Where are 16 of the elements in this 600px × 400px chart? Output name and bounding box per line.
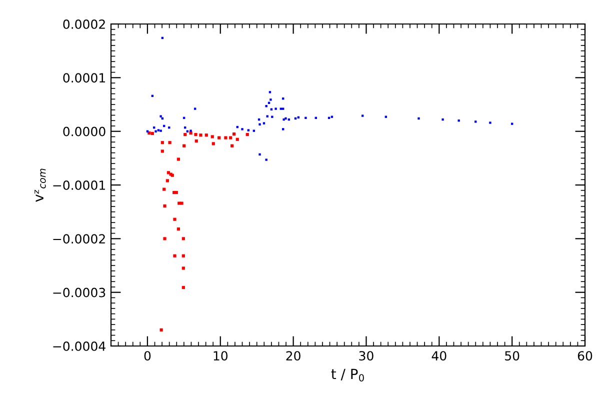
y-tick-label: −0.0003 — [53, 288, 106, 298]
x-tick-label: 50 — [505, 351, 520, 361]
y-tick-label: −0.0004 — [53, 341, 106, 351]
x-tick-label: 0 — [144, 351, 151, 361]
x-tick-label: 60 — [578, 351, 592, 361]
x-tick-label: 10 — [214, 351, 228, 361]
x-axis-title: t / P$_{0}$ — [331, 368, 364, 382]
y-tick-label: 0.0001 — [63, 73, 105, 83]
x-tick-label: 20 — [286, 351, 300, 361]
y-tick-label: −0.0002 — [53, 234, 105, 244]
y-axis-title: vᶻ$_{com}$ — [34, 168, 46, 202]
y-tick-label: −0.0001 — [53, 180, 105, 190]
y-tick-label: 0.0000 — [63, 126, 106, 136]
x-tick-label: 40 — [432, 351, 446, 361]
x-tick-label: 30 — [359, 351, 374, 361]
y-tick-label: 0.0002 — [63, 19, 105, 29]
